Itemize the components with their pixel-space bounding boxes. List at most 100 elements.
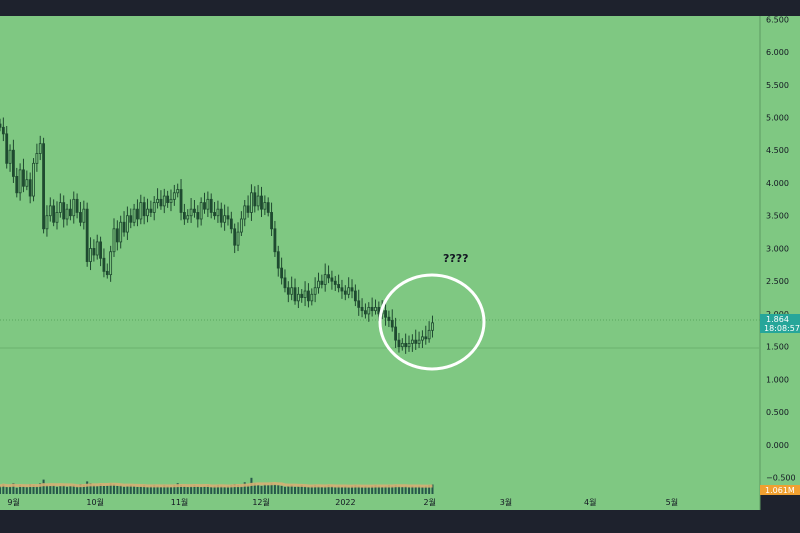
- candle: [317, 272, 320, 294]
- candle-body: [250, 192, 253, 213]
- candle-body: [273, 228, 277, 253]
- volume-bar: [2, 484, 5, 494]
- candle-body: [243, 205, 247, 220]
- x-tick-label: 11월: [171, 497, 189, 507]
- x-tick-label: 10월: [86, 497, 104, 507]
- volume-bar: [377, 485, 380, 494]
- y-tick-label: 3.000: [766, 244, 789, 253]
- candle-body: [286, 287, 290, 295]
- candle-body: [182, 212, 186, 220]
- volume-bar: [367, 486, 370, 494]
- candle: [166, 190, 170, 208]
- candle: [5, 126, 9, 169]
- volume-bar: [351, 485, 354, 494]
- candle: [179, 179, 183, 221]
- candle-body: [65, 208, 69, 220]
- candle: [169, 189, 173, 212]
- volume-bar: [25, 486, 28, 494]
- volume-bar: [381, 486, 384, 494]
- volume-bar: [320, 486, 323, 494]
- candle-body: [15, 176, 19, 194]
- candle: [384, 302, 387, 326]
- volume-bar: [69, 485, 72, 494]
- candle-body: [169, 198, 173, 204]
- plot-area[interactable]: [0, 16, 760, 494]
- candle-body: [296, 293, 300, 302]
- volume-bar: [35, 485, 38, 494]
- volume-bar: [317, 485, 320, 494]
- candle-body: [129, 215, 133, 223]
- candle: [58, 193, 62, 218]
- volume-bar: [190, 485, 193, 494]
- volume-bar: [294, 486, 297, 494]
- volume-bar: [12, 483, 15, 494]
- candle: [213, 201, 216, 220]
- candle: [172, 184, 176, 206]
- candle: [357, 289, 361, 316]
- volume-bar: [206, 485, 209, 494]
- candle-body: [5, 133, 9, 164]
- candle: [22, 158, 25, 193]
- candle: [330, 270, 334, 290]
- candle-body: [223, 215, 227, 223]
- volume-bar: [334, 486, 337, 494]
- candle-body: [374, 306, 377, 312]
- candle-body: [176, 189, 180, 194]
- candle: [414, 329, 418, 350]
- candle-body: [377, 306, 381, 315]
- candle-body: [310, 293, 314, 302]
- candle: [410, 334, 414, 352]
- candle: [186, 209, 190, 223]
- candle: [253, 186, 257, 213]
- time-axis[interactable]: [0, 494, 760, 510]
- candle-body: [333, 280, 337, 285]
- price-axis[interactable]: [760, 16, 800, 494]
- candle-body: [410, 339, 414, 344]
- candle-body: [35, 153, 39, 164]
- candle-body: [0, 123, 2, 128]
- volume-bar: [22, 485, 25, 494]
- candle-body: [42, 143, 45, 230]
- candle-body: [139, 202, 143, 220]
- candle: [256, 184, 260, 211]
- candle-body: [55, 212, 59, 223]
- volume-bar: [153, 485, 156, 494]
- candle-body: [38, 143, 42, 154]
- volume-bar: [210, 486, 213, 494]
- y-tick-label: 0.500: [766, 408, 789, 417]
- candle-body: [12, 149, 15, 177]
- candle-body: [85, 208, 89, 262]
- candle-body: [186, 215, 190, 220]
- volume-bar: [126, 485, 129, 494]
- candle: [55, 201, 59, 230]
- volume-bar: [29, 484, 32, 494]
- volume-bar: [240, 485, 243, 494]
- x-tick-label: 3월: [500, 497, 512, 507]
- volume-bar: [200, 486, 203, 494]
- candle-body: [350, 287, 354, 292]
- volume-moving-average: [0, 482, 433, 488]
- candle-body: [360, 306, 364, 312]
- candle: [125, 206, 129, 240]
- candle: [146, 198, 149, 223]
- candle: [290, 276, 294, 301]
- volume-bar: [233, 484, 236, 494]
- volume-bar: [62, 485, 65, 494]
- volume-bar: [297, 485, 300, 494]
- volume-bar: [96, 485, 99, 494]
- y-tick-label: 2.500: [766, 277, 789, 286]
- candle: [400, 338, 404, 351]
- annotation-text: ????: [443, 252, 469, 265]
- y-tick-label: 4.000: [766, 179, 789, 188]
- price-badge-countdown: 18:08:57: [764, 324, 800, 333]
- volume-bar: [159, 486, 162, 494]
- candle-body: [260, 195, 263, 210]
- candle-body: [400, 342, 404, 348]
- volume-bar: [347, 486, 350, 494]
- volume-bar: [374, 485, 377, 494]
- candle: [407, 335, 411, 352]
- candle-body: [239, 218, 243, 233]
- candle-body: [75, 198, 79, 213]
- volume-bar: [237, 485, 240, 494]
